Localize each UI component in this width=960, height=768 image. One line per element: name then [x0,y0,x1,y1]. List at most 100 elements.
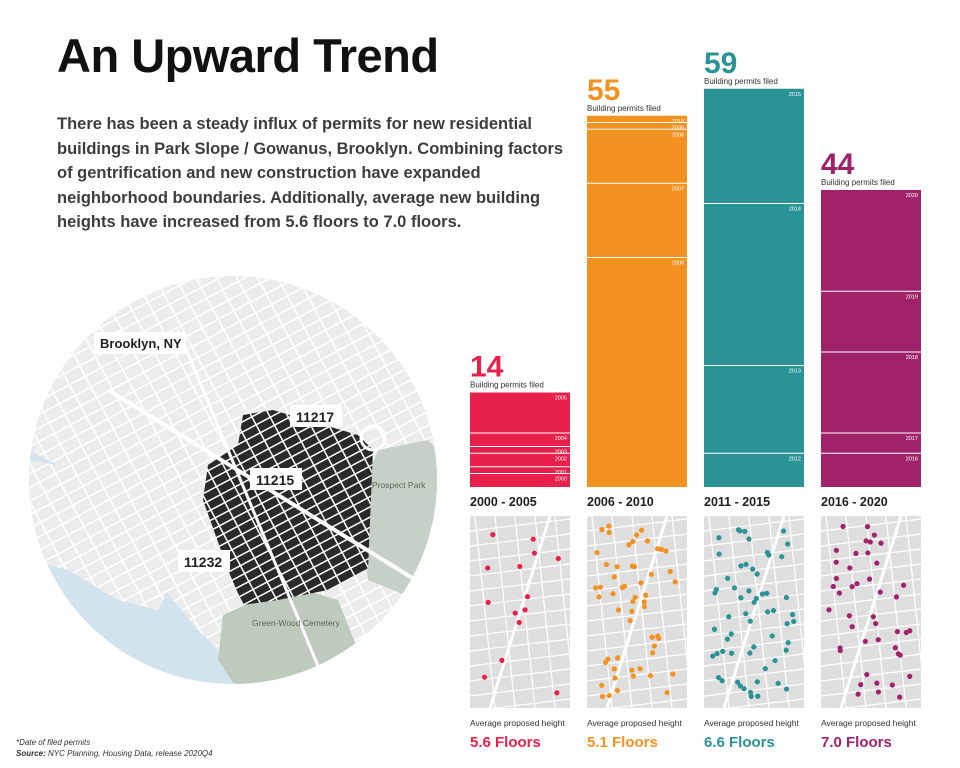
permit-dot [632,594,638,600]
zip-11217: 11217 [296,409,334,425]
mini-street [586,548,688,562]
permit-dot [833,575,840,582]
mini-street [534,515,556,709]
mini-street [586,563,688,577]
permit-dot [596,594,602,600]
permit-dot [878,540,884,546]
permit-dot [592,585,599,591]
permit-dot [522,607,528,613]
permit-dot [742,528,748,535]
permit-dot [865,550,871,556]
mini-street [469,638,571,652]
mini-street [845,515,867,709]
permit-dot [667,568,673,575]
permit-dot [853,550,859,557]
mini-street [820,593,922,607]
permit-dot [862,638,868,644]
mini-street [703,653,805,667]
zip-11232: 11232 [184,554,222,570]
permit-dot [555,555,561,562]
mini-avenue [722,515,786,709]
permit-dot [864,671,870,678]
permit-dot [743,611,749,617]
mini-street [703,518,805,532]
permits-label-2: Building permits filed [704,77,778,86]
prospect-park-label: Prospect Park [372,480,426,490]
segment-year-label: 2004 [555,436,567,442]
permits-label-1: Building permits filed [587,104,661,113]
floors-value-2: 6.6 Floors [704,734,775,751]
permit-dot [791,618,797,625]
permit-dot [714,650,720,657]
mini-street [469,563,571,577]
permit-dot [599,527,605,533]
permit-dot [833,559,839,565]
permit-dot [864,524,871,530]
permit-dot [762,666,768,672]
permit-dot [663,548,669,554]
page-title: An Upward Trend [57,29,439,82]
period-label-2: 2011 - 2015 [704,495,770,509]
permit-dot [638,580,644,586]
permit-dot [871,532,877,538]
permit-dot [750,566,756,572]
mini-street [820,563,922,577]
permit-dot [731,585,738,591]
permit-dot [754,571,760,577]
permit-dot [893,594,900,600]
permit-dot [875,689,882,695]
permit-dot [615,607,622,613]
permit-dot [837,645,843,651]
mini-street [703,683,805,697]
mini-street [703,578,805,592]
permit-dot [770,608,777,614]
permit-dot [725,575,731,581]
mini-street [820,653,922,667]
mini-street [825,515,847,709]
permit-dot [854,581,860,587]
green-wood-label: Green-Wood Cemetery [252,618,340,628]
permit-dot [638,527,645,533]
permit-dot [846,613,852,619]
permit-dot [499,657,505,663]
permit-dot [606,523,612,529]
permit-dot [712,590,718,596]
mini-street [708,515,730,709]
mini-street [469,503,571,517]
permit-dot [746,536,752,542]
permit-dot [626,542,632,548]
permit-dot [672,579,678,585]
mini-avenue [839,515,903,709]
permit-dot [630,598,636,605]
permit-dot [783,594,790,601]
permit-dot [512,610,518,616]
permit-count-1: 55 [587,74,620,107]
segment-year-label: 2010 [672,119,684,125]
mini-street [820,668,922,682]
permit-dot [716,551,722,557]
mini-street [703,503,805,517]
segment-year-label: 2001 [555,470,567,476]
intro-paragraph: There has been a steady influx of permit… [57,115,564,231]
permit-dot [517,563,523,570]
permit-dot [866,576,873,582]
period-label-1: 2006 - 2010 [587,495,654,509]
permit-dot [783,686,790,692]
segment-year-label: 2000 [555,477,567,483]
permit-dot [530,536,536,542]
permit-dot [599,693,606,699]
permit-dot [627,618,633,624]
mini-street [469,698,571,712]
permit-dot [637,666,643,672]
permit-dot [849,584,855,590]
permit-dot [711,626,718,632]
mini-street [586,593,688,607]
permit-dot [737,528,743,534]
permit-dot [614,564,620,570]
permit-dot [654,546,661,552]
permit-dot [874,560,880,566]
permit-dot [612,675,618,681]
permit-dot [863,538,869,544]
mini-street [586,638,688,652]
height-label-2: Average proposed height [704,718,799,728]
